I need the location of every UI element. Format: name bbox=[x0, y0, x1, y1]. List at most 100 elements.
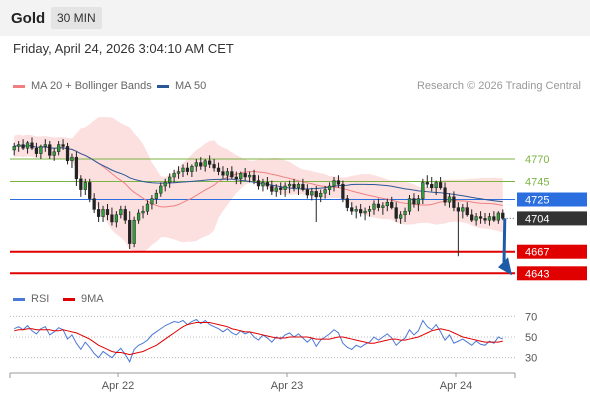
candle-body bbox=[61, 144, 65, 147]
instrument-title: Gold bbox=[11, 10, 46, 27]
candle-body bbox=[296, 183, 301, 189]
candle-body bbox=[434, 182, 438, 189]
candle-body bbox=[461, 207, 465, 212]
candle-body bbox=[105, 209, 110, 216]
price-level-label: 4745 bbox=[525, 177, 549, 189]
candle-body bbox=[212, 164, 216, 169]
candle-body bbox=[372, 203, 376, 210]
candle-body bbox=[34, 147, 39, 154]
rsi-line bbox=[14, 318, 503, 363]
legend-swatch-ma20 bbox=[13, 84, 25, 88]
legend-swatch-rsi bbox=[13, 297, 25, 301]
candle-body bbox=[363, 210, 367, 214]
candle-body bbox=[132, 219, 136, 244]
candle-body bbox=[48, 144, 52, 156]
candle-body bbox=[163, 182, 167, 187]
candle-body bbox=[221, 171, 225, 176]
legend-label-ma50: MA 50 bbox=[175, 80, 207, 92]
candle-body bbox=[332, 180, 336, 187]
candle-body bbox=[421, 182, 425, 199]
candle-body bbox=[492, 216, 496, 221]
candle-body bbox=[181, 167, 185, 172]
candle-body bbox=[385, 201, 389, 207]
candle-body bbox=[345, 198, 349, 208]
candle-body bbox=[30, 142, 34, 149]
candle-body bbox=[172, 173, 176, 178]
candle-body bbox=[96, 209, 101, 217]
price-level-label: 4704 bbox=[525, 213, 549, 225]
candle-body bbox=[154, 192, 158, 199]
timestamp: Friday, April 24, 2026 3:04:10 AM CET bbox=[13, 41, 234, 56]
candle-body bbox=[252, 174, 256, 181]
forecast-arrow-line bbox=[502, 218, 507, 263]
candle-body bbox=[354, 209, 358, 212]
candle-body bbox=[376, 203, 381, 208]
candle-body bbox=[203, 160, 207, 167]
candle-body bbox=[452, 196, 456, 208]
candle-body bbox=[92, 198, 96, 210]
candle-body bbox=[101, 209, 105, 217]
rsi-tick-label: 70 bbox=[525, 311, 537, 323]
candle-body bbox=[496, 212, 500, 221]
candle-body bbox=[407, 198, 412, 212]
candle-body bbox=[390, 201, 394, 208]
candle-body bbox=[430, 183, 434, 189]
credit-text: Research © 2026 Trading Central bbox=[416, 80, 581, 92]
price-level-label: 4643 bbox=[525, 268, 549, 280]
candle-body bbox=[287, 183, 292, 187]
candle-body bbox=[234, 176, 238, 180]
candle-body bbox=[274, 187, 278, 192]
candle-body bbox=[21, 144, 25, 149]
candle-body bbox=[70, 156, 74, 162]
time-axis-label: Apr 22 bbox=[102, 380, 134, 392]
candle-body bbox=[230, 171, 234, 178]
price-level-label-box bbox=[517, 192, 587, 207]
candle-body bbox=[12, 146, 16, 151]
candle-body bbox=[57, 144, 61, 153]
legend-rsi-ma: 9MA bbox=[63, 293, 104, 305]
candle-body bbox=[216, 167, 221, 172]
candle-body bbox=[159, 185, 163, 194]
candle-body bbox=[150, 198, 154, 205]
time-axis-label: Apr 23 bbox=[271, 380, 303, 392]
candle-body bbox=[114, 214, 119, 223]
candle-body bbox=[168, 176, 172, 183]
candle-body bbox=[74, 156, 79, 180]
price-level-label-box bbox=[517, 244, 587, 259]
timeframe-button[interactable]: 30 MIN bbox=[51, 7, 102, 29]
candle-body bbox=[483, 218, 487, 221]
candle-body bbox=[319, 192, 323, 198]
candle-body bbox=[283, 185, 287, 190]
candle-body bbox=[83, 182, 87, 190]
candle-body bbox=[225, 171, 230, 176]
candle-body bbox=[119, 209, 123, 216]
candle-body bbox=[110, 214, 114, 223]
candle-body bbox=[190, 165, 194, 172]
candle-body bbox=[501, 212, 505, 219]
candle-body bbox=[136, 212, 141, 221]
candle-body bbox=[199, 162, 203, 167]
time-axis-label: Apr 24 bbox=[440, 380, 472, 392]
rsi-ma-line bbox=[14, 322, 503, 356]
candle-body bbox=[301, 183, 305, 190]
candle-body bbox=[65, 146, 70, 162]
bollinger-band-area bbox=[14, 116, 503, 253]
candle-body bbox=[185, 167, 190, 172]
price-level-label: 4667 bbox=[525, 247, 549, 259]
candle-body bbox=[350, 207, 354, 212]
candle-body bbox=[425, 182, 429, 185]
price-level-label: 4770 bbox=[525, 154, 549, 166]
candle-body bbox=[79, 178, 83, 190]
candle-body bbox=[141, 210, 145, 214]
rsi-tick-label: 50 bbox=[525, 332, 537, 344]
candle-body bbox=[128, 219, 132, 244]
legend-label-rsi: RSI bbox=[31, 293, 50, 305]
candle-body bbox=[239, 173, 243, 180]
candle-body bbox=[359, 209, 363, 214]
candle-body bbox=[208, 160, 212, 165]
price-level-label-box bbox=[517, 266, 587, 281]
candle-body bbox=[465, 207, 469, 216]
candle-body bbox=[403, 210, 407, 216]
